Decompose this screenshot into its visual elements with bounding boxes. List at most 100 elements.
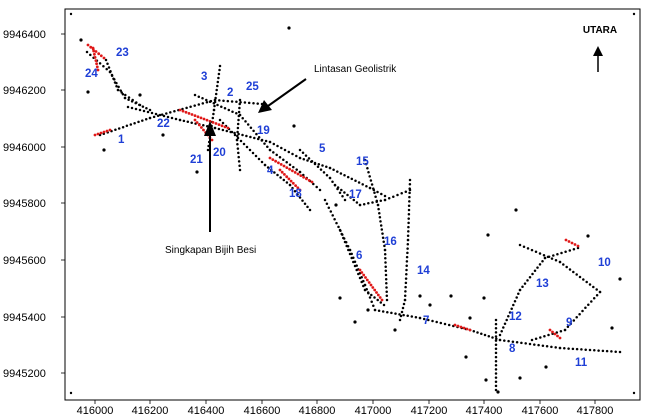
survey-point <box>358 203 362 207</box>
y-tick-label: 9946400 <box>3 29 46 41</box>
survey-point <box>407 208 411 212</box>
outcrop-point <box>291 181 295 185</box>
sample-point <box>482 296 486 300</box>
survey-point <box>237 132 240 136</box>
sample-point <box>334 203 338 207</box>
survey-point <box>403 298 407 302</box>
survey-point <box>346 175 350 179</box>
survey-point <box>321 164 324 167</box>
survey-point <box>588 283 592 286</box>
survey-point <box>318 188 322 192</box>
survey-point <box>380 192 383 196</box>
sample-point <box>544 365 548 369</box>
survey-point <box>566 325 570 329</box>
survey-point <box>137 120 140 124</box>
survey-point <box>263 142 266 145</box>
survey-point <box>520 341 523 345</box>
survey-point <box>260 139 264 142</box>
survey-point <box>301 151 305 155</box>
survey-point <box>131 98 134 102</box>
survey-point <box>339 172 343 175</box>
outcrop-point <box>456 324 460 328</box>
survey-point <box>406 247 409 250</box>
survey-point <box>528 275 532 279</box>
survey-point <box>211 116 215 120</box>
outcrop-point <box>293 171 297 174</box>
survey-point <box>119 89 122 92</box>
outcrop-point <box>223 125 227 129</box>
y-tick-label: 9945400 <box>3 312 46 324</box>
survey-point <box>374 195 377 199</box>
survey-point <box>154 112 158 116</box>
survey-point <box>291 152 294 156</box>
survey-point <box>98 133 102 137</box>
survey-point <box>102 65 105 68</box>
survey-point <box>405 264 408 267</box>
survey-point <box>494 359 498 363</box>
survey-point <box>331 180 334 183</box>
sample-point <box>484 378 488 382</box>
survey-point <box>563 328 567 332</box>
survey-point <box>268 148 272 152</box>
survey-point <box>534 337 538 341</box>
line-label-11: 11 <box>575 357 588 369</box>
survey-point <box>329 210 333 213</box>
outcrop-point <box>282 164 286 168</box>
survey-point <box>533 269 537 273</box>
survey-point <box>405 273 408 276</box>
survey-point <box>266 145 269 149</box>
outcrop-point <box>96 68 100 72</box>
survey-point <box>581 309 584 313</box>
x-tick-label: 417000 <box>355 405 392 417</box>
survey-point <box>396 193 399 197</box>
survey-point <box>135 101 138 104</box>
outcrop-point <box>195 121 199 124</box>
survey-point <box>375 199 379 203</box>
survey-point <box>162 114 166 118</box>
outcrop-point <box>358 268 362 272</box>
line-label-10: 10 <box>598 257 611 269</box>
survey-point <box>127 96 131 99</box>
survey-point <box>494 388 498 392</box>
survey-point <box>106 62 109 66</box>
outcrop-point <box>220 124 224 128</box>
survey-point <box>505 318 508 322</box>
survey-point <box>313 162 317 166</box>
survey-point <box>260 160 264 164</box>
survey-point <box>302 158 306 161</box>
outcrop-point <box>558 336 562 340</box>
survey-point <box>307 157 311 160</box>
survey-point <box>500 330 503 333</box>
survey-point <box>385 286 388 289</box>
survey-point <box>335 221 338 225</box>
survey-point <box>104 58 108 62</box>
survey-point <box>370 300 373 303</box>
survey-point <box>285 181 289 184</box>
survey-point <box>268 140 272 144</box>
survey-point <box>572 270 575 274</box>
survey-point <box>130 106 134 110</box>
outcrop-point <box>187 112 191 115</box>
survey-point <box>385 298 389 302</box>
survey-point <box>298 148 302 152</box>
survey-point <box>406 238 410 242</box>
outcrop-point <box>196 115 200 119</box>
outcrop-point <box>178 108 182 112</box>
survey-point <box>368 186 372 190</box>
survey-point <box>336 186 340 189</box>
survey-point <box>408 200 411 203</box>
survey-point <box>408 191 411 195</box>
survey-point <box>550 257 554 260</box>
outcrop-point <box>95 65 99 69</box>
survey-point <box>394 312 397 315</box>
survey-point <box>376 203 380 207</box>
outcrop-point <box>302 175 305 179</box>
survey-point <box>213 104 216 108</box>
sample-point <box>586 234 590 238</box>
survey-point <box>218 68 221 72</box>
survey-point <box>382 240 385 244</box>
survey-point <box>542 253 546 257</box>
survey-point <box>564 250 567 254</box>
outcrop-point <box>285 175 289 179</box>
line-label-23: 23 <box>116 47 129 59</box>
